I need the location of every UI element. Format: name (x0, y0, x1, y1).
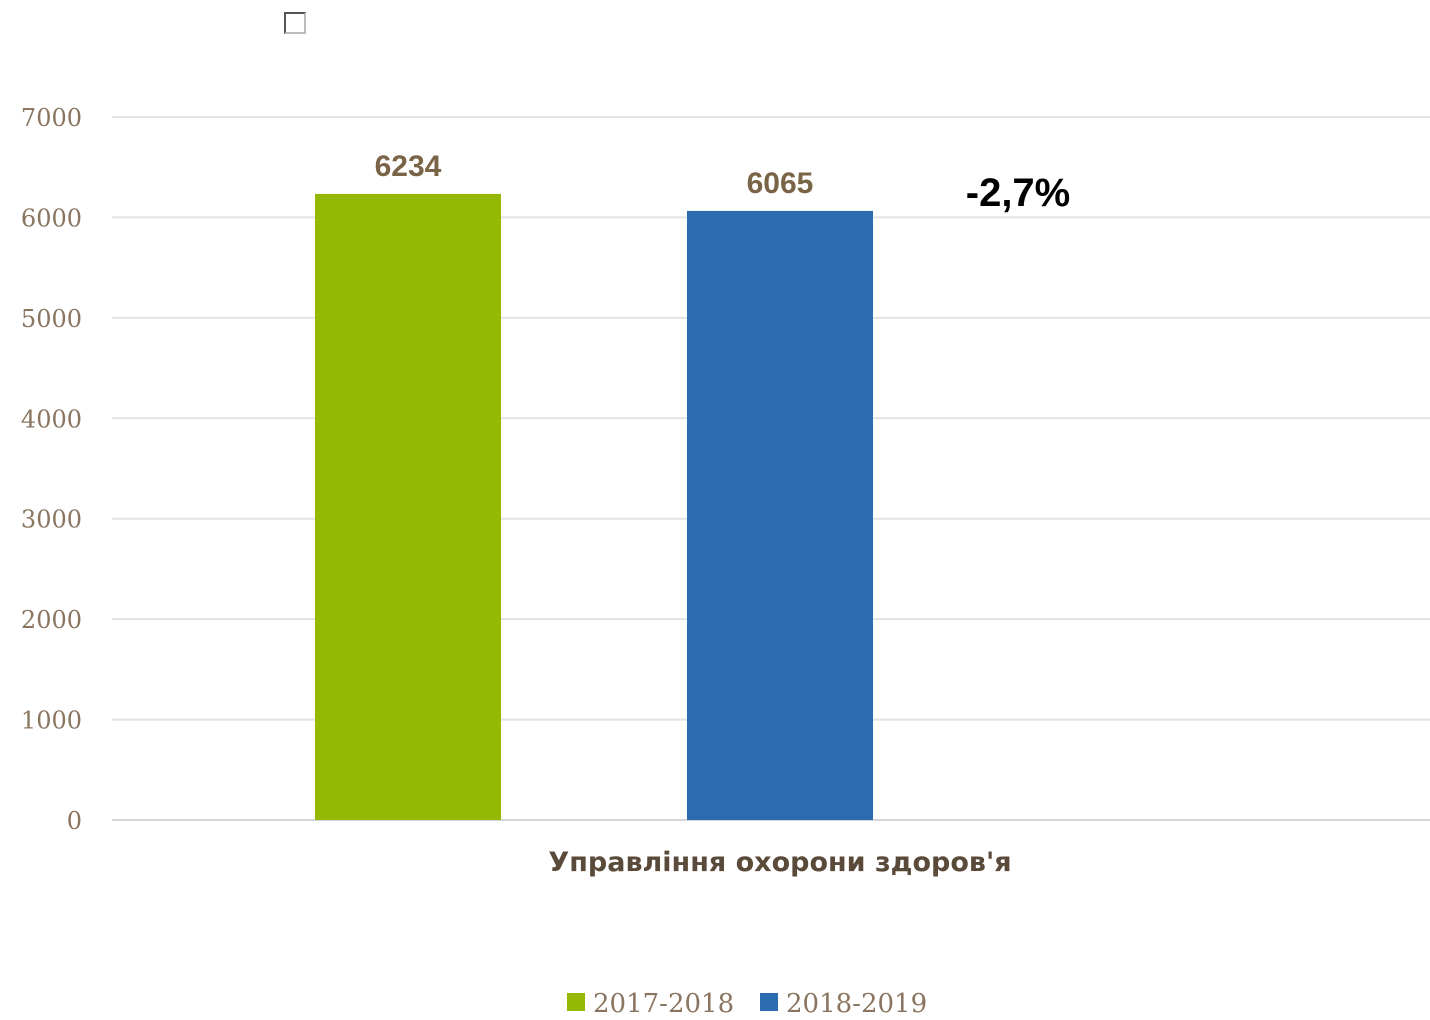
y-tick-label: 5000 (21, 305, 82, 333)
legend: 2017-2018 2018-2019 (567, 989, 927, 1019)
y-tick-label: 2000 (21, 606, 82, 634)
bar-2017-2018 (315, 193, 501, 820)
y-tick-label: 0 (67, 807, 82, 835)
change-annotation: -2,7% (966, 171, 1071, 215)
data-labels: 6234 6065 (375, 150, 814, 200)
y-tick-label: 7000 (21, 104, 82, 132)
data-label: 6234 (375, 150, 442, 183)
bars (315, 193, 873, 821)
y-tick-label: 4000 (21, 405, 82, 433)
y-axis-ticks: 0 1000 2000 3000 4000 5000 6000 7000 (21, 104, 82, 835)
legend-label: 2017-2018 (593, 989, 734, 1019)
legend-label: 2018-2019 (786, 989, 927, 1019)
legend-swatch (567, 993, 585, 1011)
y-tick-label: 1000 (21, 707, 82, 735)
y-tick-label: 6000 (21, 204, 82, 232)
checkbox-icon (284, 12, 306, 34)
data-label: 6065 (747, 167, 814, 200)
bar-2018-2019 (687, 210, 873, 821)
category-label: Управління охорони здоров'я (548, 847, 1011, 878)
legend-swatch (760, 993, 778, 1011)
y-tick-label: 3000 (21, 506, 82, 534)
